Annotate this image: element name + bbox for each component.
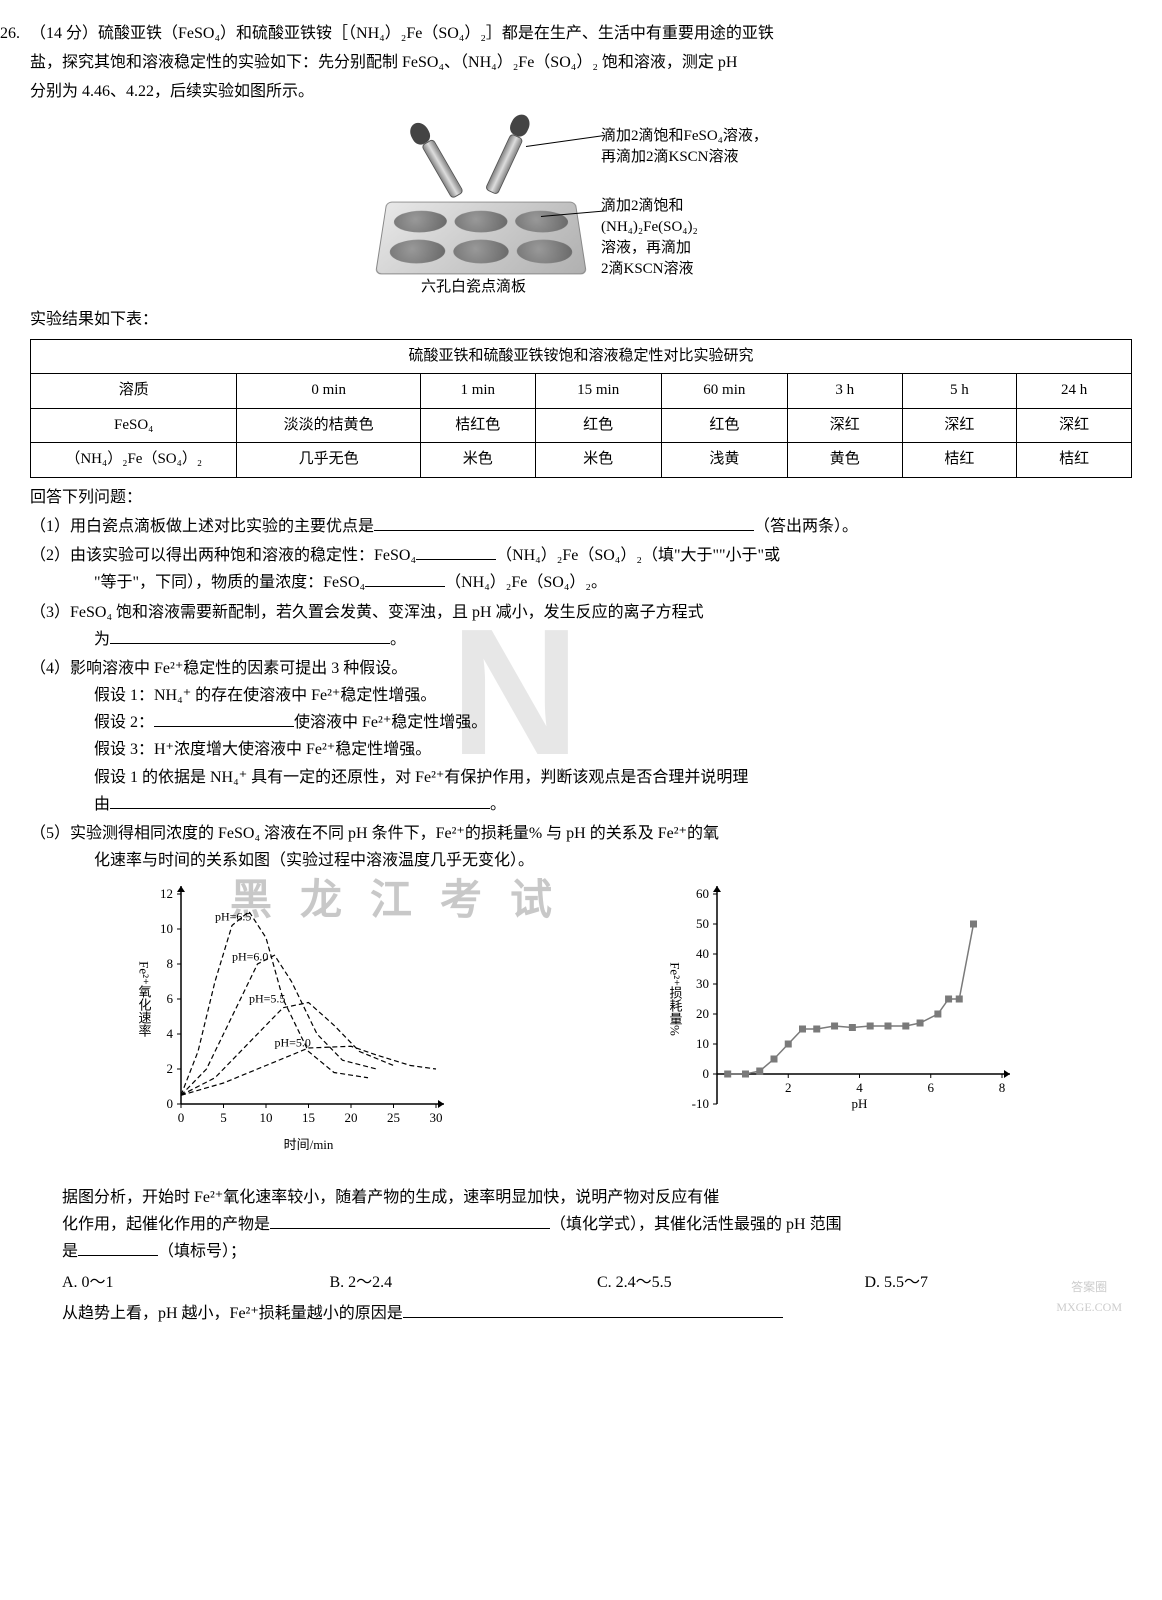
svg-text:4: 4 <box>856 1080 863 1095</box>
charts-container: 黑龙江考试 051015202530024681012pH=6.5pH=6.0p… <box>30 884 1132 1173</box>
blank[interactable] <box>416 543 496 560</box>
final-question: 从趋势上看，pH 越小，Fe²⁺损耗量越小的原因是 <box>30 1300 1132 1327</box>
svg-text:15: 15 <box>302 1110 315 1125</box>
points-label: （14 分） <box>30 25 98 42</box>
blank[interactable] <box>365 570 445 587</box>
table-title: 硫酸亚铁和硫酸亚铁铵饱和溶液稳定性对比实验研究 <box>31 339 1132 374</box>
svg-text:pH=6.0: pH=6.0 <box>232 950 268 964</box>
svg-text:0: 0 <box>177 1110 184 1125</box>
svg-text:6: 6 <box>166 991 173 1006</box>
svg-text:pH=6.5: pH=6.5 <box>215 910 251 924</box>
svg-text:pH=5.5: pH=5.5 <box>249 992 285 1006</box>
svg-text:Fe²⁺损耗量%: Fe²⁺损耗量% <box>667 963 682 1037</box>
svg-text:2: 2 <box>166 1061 173 1076</box>
svg-text:20: 20 <box>696 1006 709 1021</box>
svg-text:6: 6 <box>927 1080 934 1095</box>
svg-text:50: 50 <box>696 916 709 931</box>
table-intro: 实验结果如下表： <box>30 306 1132 333</box>
options: A. 0～1 B. 2～2.4 C. 2.4～5.5 D. 5.5～7 <box>62 1269 1132 1296</box>
question-5: （5）实验测得相同浓度的 FeSO₄ 溶液在不同 pH 条件下，Fe²⁺的损耗量… <box>30 820 1132 874</box>
svg-text:40: 40 <box>696 946 709 961</box>
dropper-2 <box>485 116 531 194</box>
blank[interactable] <box>403 1301 783 1318</box>
svg-text:30: 30 <box>429 1110 442 1125</box>
blank[interactable] <box>78 1239 158 1256</box>
annotation-1: 滴加2滴饱和FeSO₄溶液， 再滴加2滴KSCN溶液 <box>601 126 821 168</box>
spot-plate <box>375 201 587 274</box>
option-b: B. 2～2.4 <box>330 1269 598 1296</box>
table-header-row: 溶质 0 min 1 min 15 min 60 min 3 h 5 h 24 … <box>31 374 1132 409</box>
corner-logo: 答案圈 MXGE.COM <box>1056 1277 1122 1318</box>
svg-text:时间/min: 时间/min <box>283 1137 333 1152</box>
svg-text:5: 5 <box>220 1110 227 1125</box>
svg-text:8: 8 <box>166 956 173 971</box>
intro-line2: 盐，探究其饱和溶液稳定性的实验如下：先分别配制 FeSO₄、（NH₄）₂Fe（S… <box>30 49 1132 76</box>
chart-2: 2 4 6 8 -10 0 10 20 30 40 50 60 pH Fe²⁺损耗量% <box>657 884 1037 1173</box>
q5-analysis: 据图分析，开始时 Fe²⁺氧化速率较小，随着产物的生成，速率明显加快，说明产物对… <box>30 1184 1132 1266</box>
intro-line3: 分别为 4.46、4.22，后续实验如图所示。 <box>30 78 1132 105</box>
svg-text:10: 10 <box>696 1036 709 1051</box>
blank[interactable] <box>374 514 754 531</box>
question-4: （4）影响溶液中 Fe²⁺稳定性的因素可提出 3 种假设。 假设 1：NH₄⁺ … <box>30 655 1132 818</box>
problem-number: 26. <box>0 20 20 47</box>
table-row: （NH₄）₂Fe（SO₄）₂几乎无色米色米色浅黄黄色桔红桔红 <box>31 443 1132 478</box>
question-3: （3）FeSO₄ 饱和溶液需要新配制，若久置会发黄、变浑浊，且 pH 减小，发生… <box>30 599 1132 653</box>
question-2: （2）由该实验可以得出两种饱和溶液的稳定性：FeSO₄（NH₄）₂Fe（SO₄）… <box>30 542 1132 596</box>
questions-intro: 回答下列问题： <box>30 484 1132 511</box>
question-1: （1）用白瓷点滴板做上述对比实验的主要优点是（答出两条）。 <box>30 513 1132 540</box>
svg-text:10: 10 <box>259 1110 272 1125</box>
dropper-1 <box>412 122 464 198</box>
svg-text:pH=5.0: pH=5.0 <box>274 1036 310 1050</box>
svg-text:4: 4 <box>166 1026 173 1041</box>
chart-1: 0 5 10 15 20 25 30 0 2 4 6 8 10 12 pH=6.5 pH=6.0 pH=5.5 p… <box>126 884 466 1173</box>
svg-text:0: 0 <box>166 1096 173 1111</box>
svg-text:60: 60 <box>696 886 709 901</box>
option-a: A. 0～1 <box>62 1269 330 1296</box>
svg-text:30: 30 <box>696 976 709 991</box>
blank[interactable] <box>110 627 390 644</box>
svg-text:0: 0 <box>702 1066 709 1081</box>
option-c: C. 2.4～5.5 <box>597 1269 865 1296</box>
svg-text:8: 8 <box>998 1080 1005 1095</box>
blank[interactable] <box>110 792 490 809</box>
svg-text:25: 25 <box>387 1110 400 1125</box>
svg-text:pH: pH <box>851 1096 867 1111</box>
annotation-2: 滴加2滴饱和 (NH₄)₂Fe(SO₄)₂ 溶液，再滴加 2滴KSCN溶液 <box>601 196 821 280</box>
svg-text:2: 2 <box>785 1080 792 1095</box>
problem-26: N 26. （14 分）硫酸亚铁（FeSO₄）和硫酸亚铁铵［（NH₄）₂Fe（S… <box>30 20 1132 1328</box>
plate-label: 六孔白瓷点滴板 <box>421 275 526 301</box>
intro-line1: 硫酸亚铁（FeSO₄）和硫酸亚铁铵［（NH₄）₂Fe（SO₄）₂］都是在生产、生… <box>98 25 774 42</box>
table-row: FeSO₄淡淡的桔黄色桔红色红色红色深红深红深红 <box>31 408 1132 443</box>
experiment-diagram: 滴加2滴饱和FeSO₄溶液， 再滴加2滴KSCN溶液 滴加2滴饱和 (NH₄)₂… <box>30 116 1132 296</box>
svg-text:Fe²⁺氧化速率: Fe²⁺氧化速率 <box>136 961 151 1037</box>
svg-text:20: 20 <box>344 1110 357 1125</box>
svg-text:-10: -10 <box>691 1096 708 1111</box>
problem-intro: （14 分）硫酸亚铁（FeSO₄）和硫酸亚铁铵［（NH₄）₂Fe（SO₄）₂］都… <box>30 20 1132 106</box>
svg-text:12: 12 <box>160 886 173 901</box>
blank[interactable] <box>154 710 294 727</box>
blank[interactable] <box>270 1212 550 1229</box>
results-table: 硫酸亚铁和硫酸亚铁铵饱和溶液稳定性对比实验研究 溶质 0 min 1 min 1… <box>30 339 1132 478</box>
svg-text:10: 10 <box>160 921 173 936</box>
